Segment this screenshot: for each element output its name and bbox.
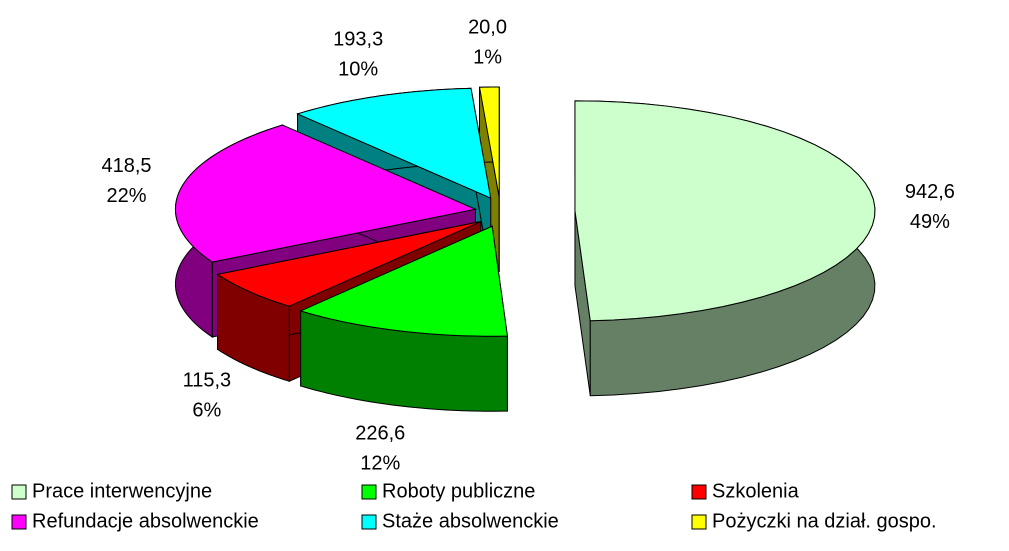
legend-label: Refundacje absolwenckie [32,510,259,532]
slice [299,225,508,412]
value-label: 942,6 [905,181,955,203]
slice-top [299,225,508,337]
legend-label: Staże absolwenckie [382,510,559,532]
slice [478,86,500,273]
value-label: 20,0 [468,16,507,38]
legend-swatch [691,484,707,500]
legend-swatch [11,484,27,500]
slice-top [574,100,876,322]
legend-swatch [361,484,377,500]
percent-label: 22% [106,185,146,207]
legend-label: Prace interwencyjne [32,480,212,502]
slice-top [174,124,478,263]
legend-label: Pożyczki na dział. gospo. [712,510,937,532]
percent-label: 12% [360,453,400,475]
percent-label: 1% [473,46,502,68]
legend-swatch [11,514,27,530]
value-label: 226,6 [355,423,405,445]
slice-top [216,221,481,307]
value-label: 418,5 [101,155,151,177]
percent-label: 6% [192,399,221,421]
legend-swatch [691,514,707,530]
slice-top [296,87,492,199]
value-label: 115,3 [183,369,232,391]
legend-swatch [361,514,377,530]
legend-label: Roboty publiczne [382,480,535,502]
value-label: 193,3 [333,29,383,51]
legend-label: Szkolenia [712,480,800,502]
percent-label: 49% [910,211,950,233]
slice-top [478,86,500,198]
percent-label: 10% [338,59,378,81]
slice [574,100,876,397]
